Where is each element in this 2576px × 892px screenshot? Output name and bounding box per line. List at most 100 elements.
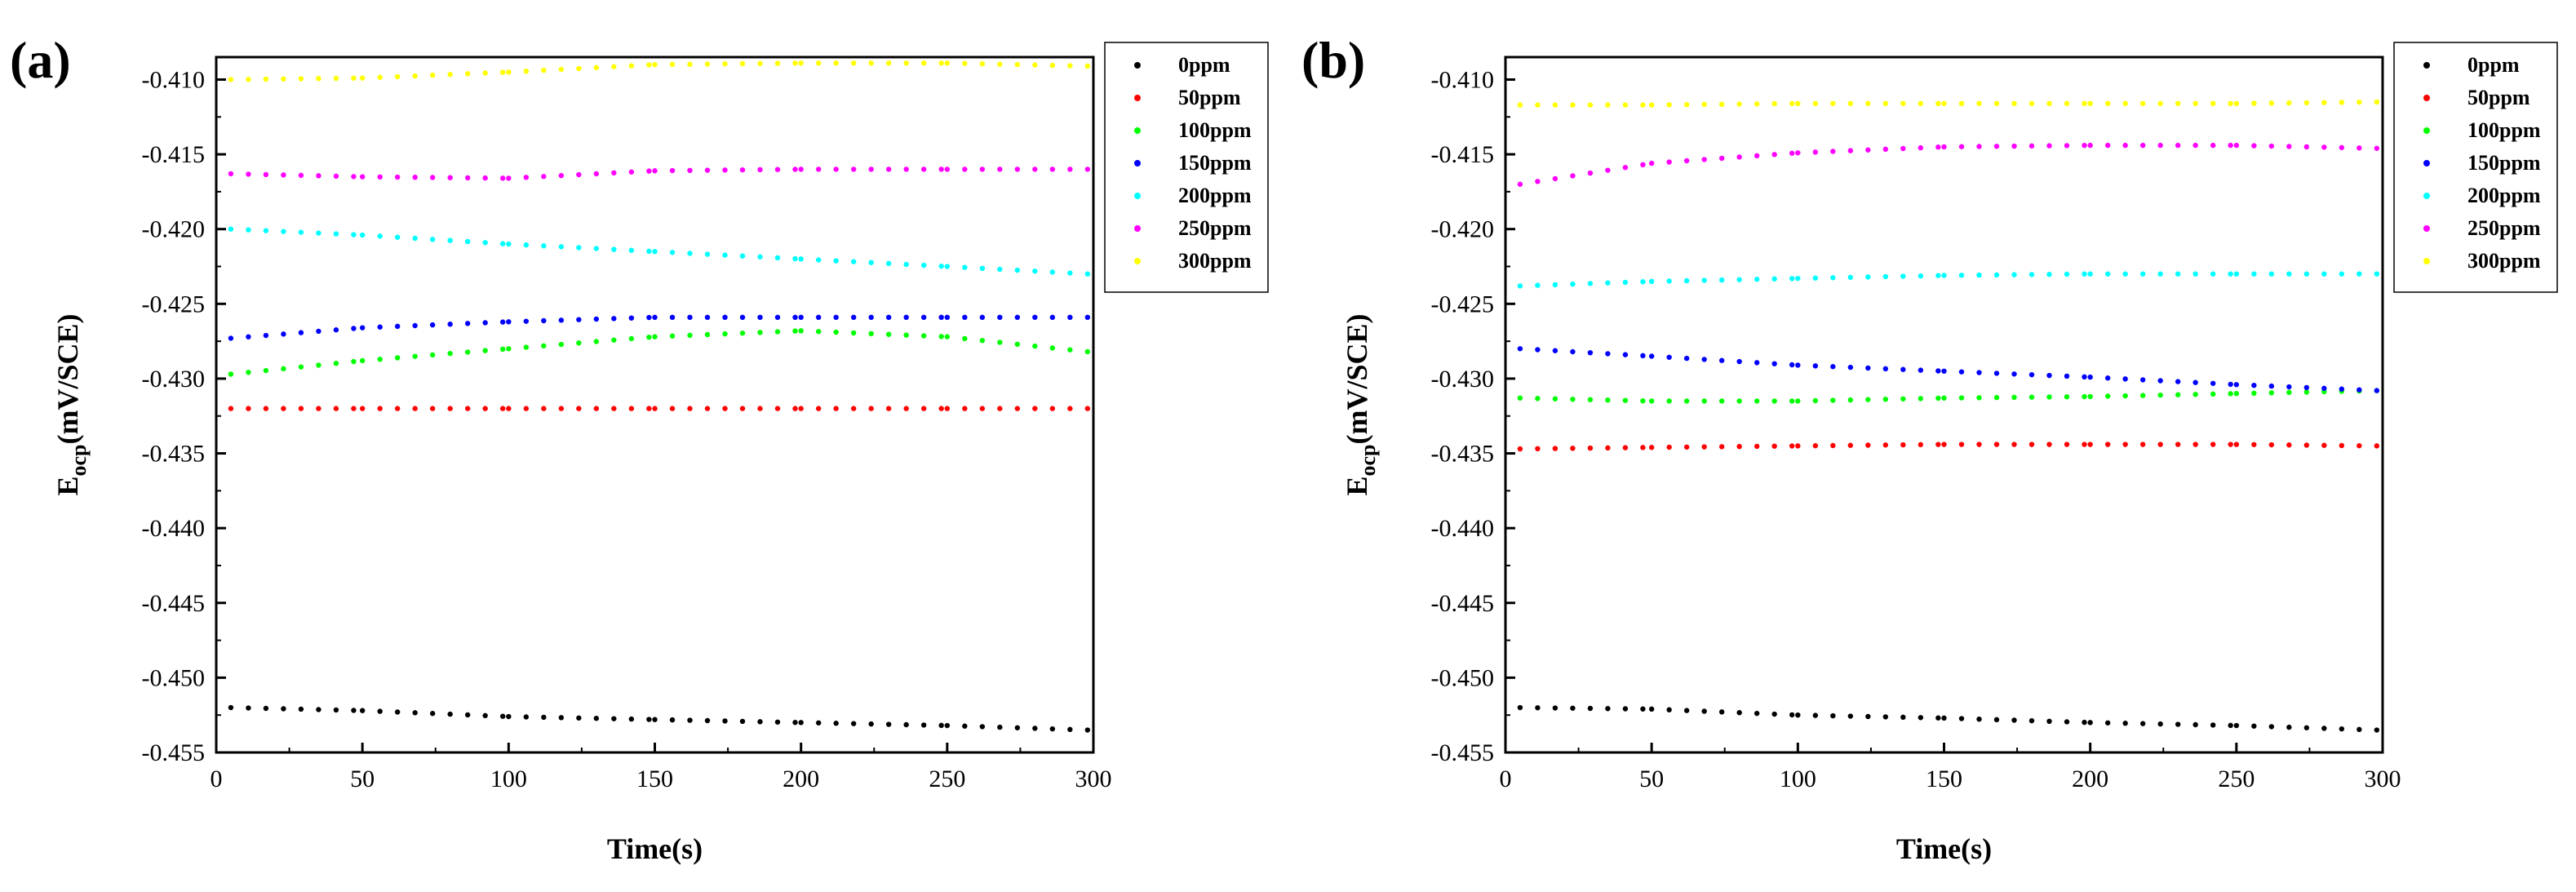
data-point	[351, 708, 357, 713]
data-point	[228, 704, 234, 711]
data-point	[1084, 63, 1091, 69]
data-point	[903, 261, 909, 268]
data-point	[359, 357, 366, 364]
data-point	[576, 406, 582, 411]
x-axis-title: Time(s)	[1896, 832, 1992, 865]
data-point	[593, 64, 600, 71]
data-point	[903, 314, 909, 321]
data-point	[1795, 150, 1801, 156]
data-point	[228, 171, 234, 177]
data-point	[558, 341, 565, 348]
data-point	[798, 256, 804, 262]
data-point	[1666, 102, 1672, 108]
data-point	[263, 228, 269, 233]
data-point	[412, 175, 418, 180]
data-point	[628, 335, 635, 342]
data-point	[2046, 442, 2052, 447]
data-point	[962, 723, 968, 729]
data-point	[1918, 144, 1924, 151]
data-point	[1049, 726, 1056, 732]
data-point	[1882, 442, 1889, 448]
data-point	[2064, 143, 2070, 149]
series-0ppm	[228, 704, 1091, 733]
plot-frame	[215, 55, 1095, 754]
data-point	[1754, 710, 1760, 717]
data-point	[1847, 442, 1854, 448]
data-point	[1789, 398, 1795, 404]
data-point	[2228, 271, 2233, 277]
data-point	[687, 251, 693, 256]
data-point	[798, 720, 804, 726]
data-point	[628, 315, 635, 321]
data-point	[1049, 269, 1056, 275]
data-point	[2011, 442, 2017, 447]
data-point	[1640, 706, 1646, 712]
data-point	[885, 260, 892, 267]
data-point	[1084, 727, 1091, 733]
data-point	[1570, 348, 1576, 355]
data-point	[938, 60, 944, 66]
data-point	[850, 721, 857, 726]
data-point	[1605, 445, 1611, 451]
data-point	[1640, 102, 1646, 108]
x-tick-label: 250	[929, 766, 965, 792]
data-point	[1941, 100, 1947, 106]
data-point	[298, 364, 304, 370]
data-point	[850, 314, 857, 321]
data-point	[1014, 725, 1021, 730]
data-point	[1754, 153, 1760, 159]
legend-marker	[2423, 160, 2430, 166]
y-axis-title-rest: (mV/SCE)	[1341, 313, 1373, 444]
data-point	[1754, 443, 1760, 450]
data-point	[1067, 347, 1073, 353]
data-point	[1754, 277, 1760, 282]
data-point	[1622, 352, 1629, 357]
data-point	[1535, 446, 1541, 452]
data-point	[377, 406, 383, 411]
data-point	[499, 175, 506, 181]
series-100ppm	[228, 328, 1091, 377]
data-point	[377, 708, 383, 714]
data-point	[558, 244, 565, 250]
data-point	[868, 406, 874, 411]
data-point	[704, 167, 711, 173]
data-point	[1032, 726, 1038, 731]
data-point	[2028, 143, 2035, 149]
data-point	[611, 406, 617, 411]
data-point	[704, 717, 711, 724]
data-point	[2122, 271, 2128, 277]
data-point	[506, 319, 512, 325]
data-point	[263, 367, 269, 374]
data-point	[523, 714, 530, 720]
data-point	[938, 334, 944, 339]
data-point	[1958, 716, 1965, 721]
data-point	[1812, 442, 1819, 449]
data-point	[1789, 362, 1795, 368]
data-point	[359, 325, 366, 331]
data-point	[2175, 392, 2181, 397]
data-point	[792, 328, 798, 334]
data-point	[687, 406, 693, 411]
data-point	[281, 331, 286, 337]
data-point	[2122, 100, 2128, 106]
data-point	[541, 243, 547, 249]
series-150ppm	[228, 314, 1091, 341]
data-point	[979, 166, 986, 172]
legend-box	[1104, 42, 1269, 293]
data-point	[1570, 446, 1576, 451]
data-point	[1830, 275, 1836, 281]
data-point	[523, 242, 530, 248]
data-point	[351, 75, 357, 81]
data-point	[1587, 281, 1594, 286]
data-point	[1718, 444, 1725, 450]
data-point	[628, 169, 635, 175]
data-point	[1958, 100, 1965, 106]
data-point	[1605, 167, 1611, 173]
y-axis-title-sub: ocp	[67, 444, 91, 476]
data-point	[1976, 272, 1982, 278]
data-point	[1789, 443, 1795, 449]
chart-panel-b: (b) 0 50 100 150 200 250 300 -0.410 -0.415 -0.420 -…	[1301, 31, 2558, 865]
data-point	[1014, 267, 1021, 273]
data-point	[997, 724, 1003, 730]
